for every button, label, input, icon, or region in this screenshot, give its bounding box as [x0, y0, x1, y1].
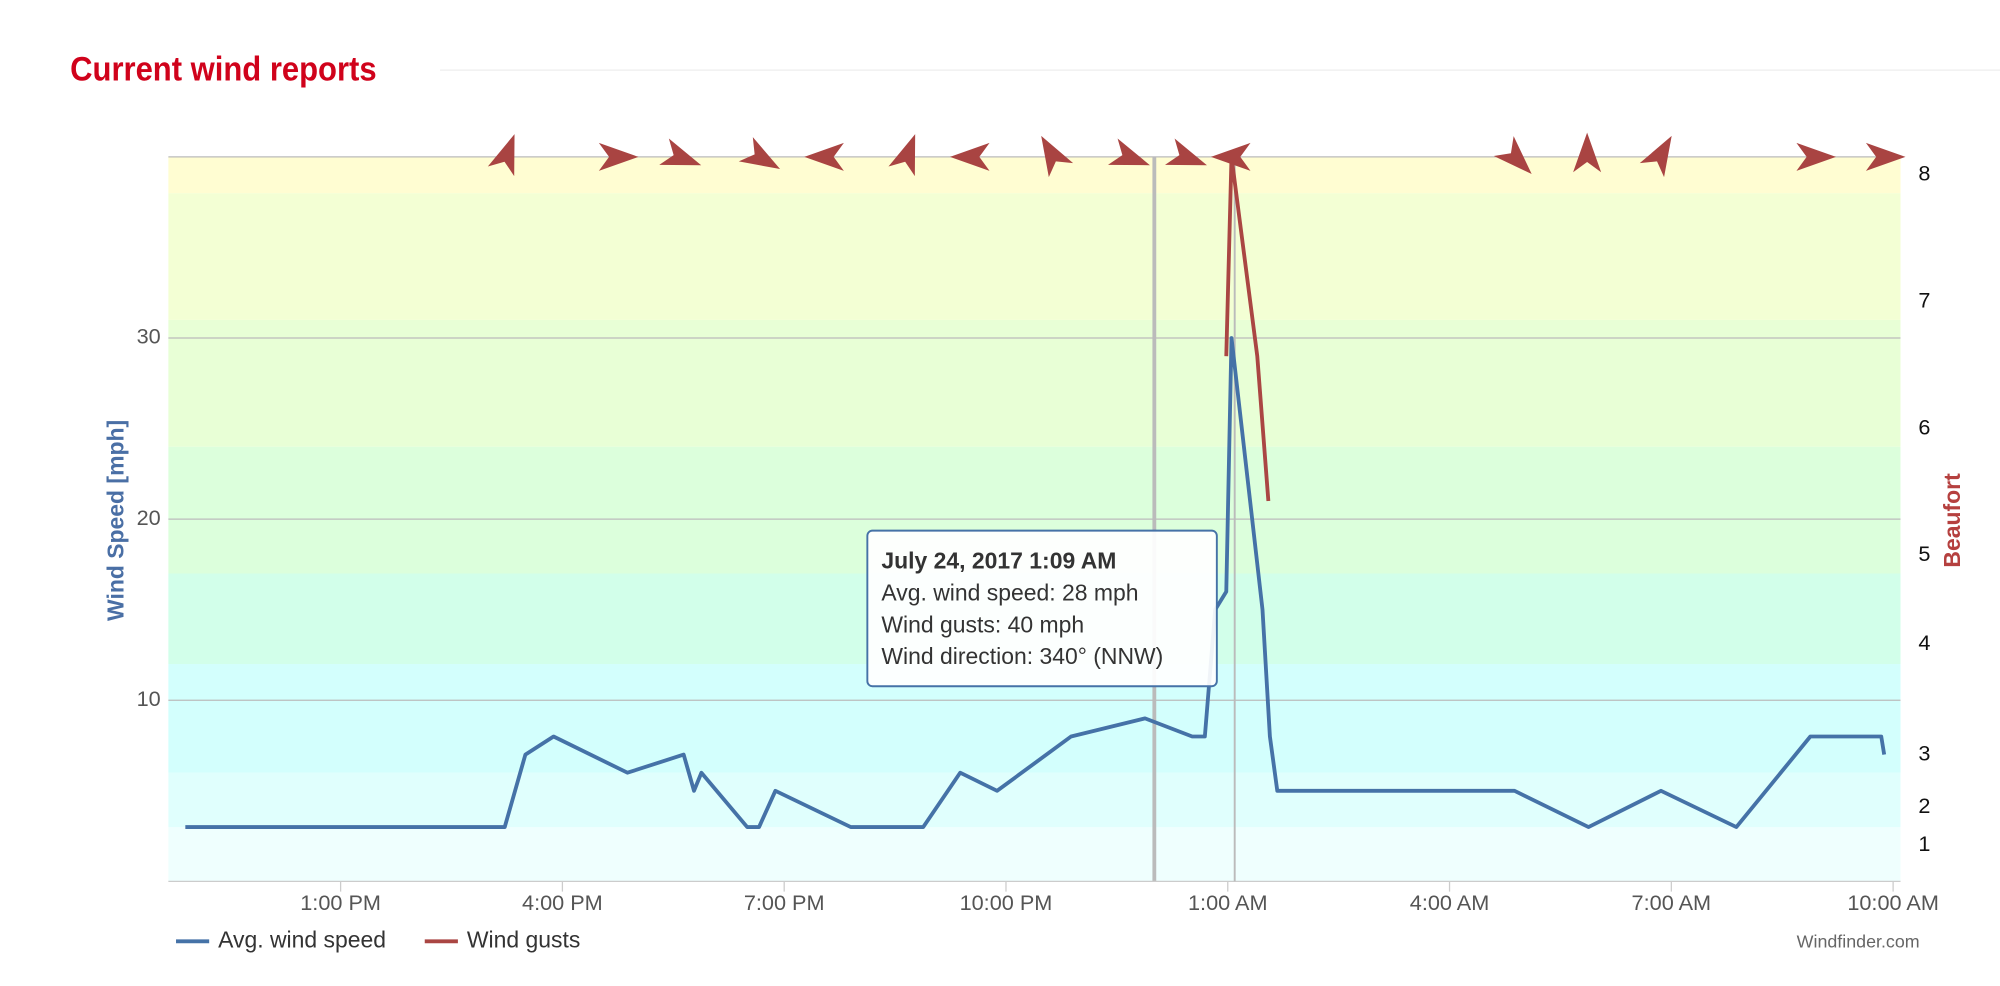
- tooltip: July 24, 2017 1:09 AM Avg. wind speed: 28…: [866, 529, 1218, 688]
- x-tick-label: 10:00 AM: [1847, 890, 1939, 915]
- tooltip-title: July 24, 2017 1:09 AM: [881, 548, 1116, 574]
- x-tick-label: 7:00 AM: [1632, 890, 1712, 915]
- beaufort-band: [168, 193, 1901, 320]
- y2-tick-label: 4: [1918, 630, 1930, 655]
- direction-arrow: [1041, 135, 1074, 178]
- direction-arrow: [1493, 136, 1532, 175]
- x-tick-label: 7:00 PM: [744, 890, 825, 915]
- y2-axis-label: Beaufort: [1939, 473, 1965, 568]
- direction-arrow: [804, 142, 844, 171]
- tooltip-box: [866, 529, 1218, 688]
- y-tick-label: 30: [137, 324, 161, 349]
- direction-arrow: [1865, 142, 1906, 171]
- direction-arrow: [1573, 132, 1602, 173]
- y2-tick-label: 8: [1918, 161, 1930, 186]
- tooltip-line: Wind gusts: 40 mph: [881, 611, 1084, 637]
- y2-tick-label: 6: [1918, 414, 1930, 439]
- credit: Windfinder.com: [1797, 931, 1920, 951]
- series-line: [1224, 154, 1271, 502]
- series-line: [185, 336, 1887, 829]
- tooltip-line: Avg. wind speed: 28 mph: [881, 579, 1138, 605]
- direction-arrow: [949, 142, 990, 171]
- y-tick-label: 10: [137, 686, 161, 711]
- y2-tick-label: 5: [1918, 541, 1930, 566]
- direction-arrow: [1639, 135, 1672, 178]
- beaufort-band: [168, 156, 1901, 194]
- tooltip-line: Wind direction: 340° (NNW): [881, 643, 1163, 669]
- y2-tick-label: 7: [1918, 288, 1930, 313]
- legend-label: Wind gusts: [467, 926, 580, 952]
- direction-arrow: [598, 142, 639, 171]
- direction-arrow: [659, 138, 702, 166]
- direction-arrow: [888, 134, 916, 177]
- y2-tick-label: 3: [1918, 740, 1930, 765]
- x-tick-label: 1:00 AM: [1188, 890, 1268, 915]
- direction-arrow: [1165, 138, 1207, 166]
- direction-arrow: [1210, 142, 1251, 171]
- beaufort-band: [168, 319, 1901, 447]
- direction-arrow: [1796, 142, 1836, 171]
- beaufort-band: [168, 827, 1901, 882]
- chart-title: Current wind reports: [70, 49, 376, 88]
- y2-tick-label: 2: [1918, 793, 1930, 818]
- x-tick-label: 4:00 PM: [522, 890, 603, 915]
- y-axis-label: Wind Speed [mph]: [102, 420, 128, 621]
- direction-arrow: [487, 134, 515, 177]
- x-tick-label: 1:00 PM: [300, 890, 381, 915]
- x-tick-label: 4:00 AM: [1410, 890, 1490, 915]
- y-tick-label: 20: [137, 505, 161, 530]
- beaufort-band: [168, 772, 1901, 828]
- direction-arrow: [1107, 138, 1150, 166]
- direction-arrow: [738, 137, 781, 170]
- x-tick-label: 10:00 PM: [960, 890, 1053, 915]
- legend-label: Avg. wind speed: [218, 926, 386, 952]
- y2-tick-label: 1: [1918, 831, 1930, 856]
